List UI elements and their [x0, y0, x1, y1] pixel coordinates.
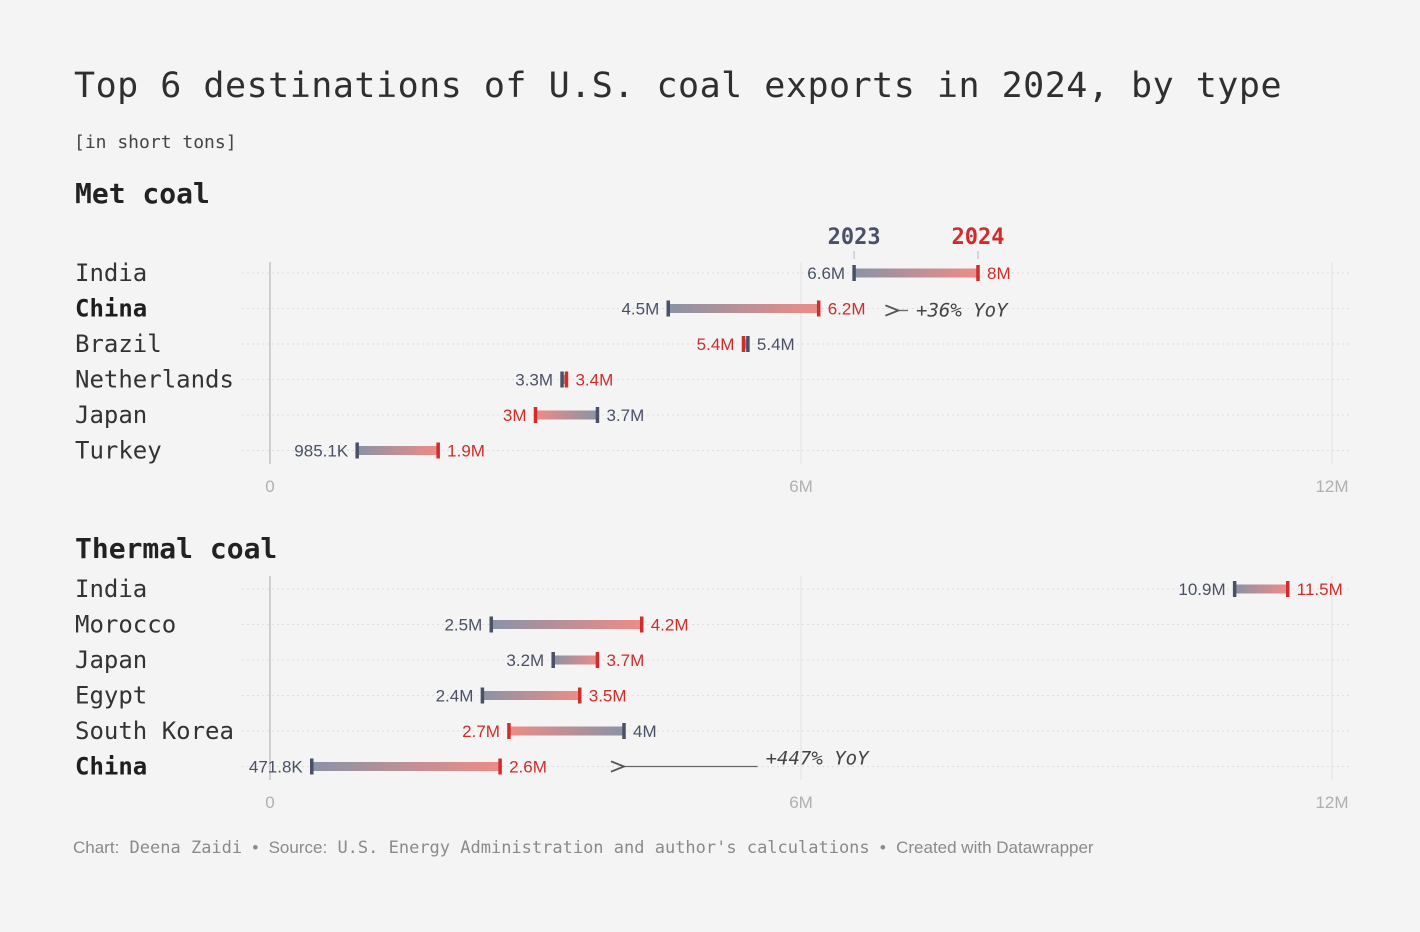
value-label-2024: 3.4M	[575, 371, 613, 390]
value-label-2024: 1.9M	[447, 442, 485, 461]
panel-title: Met coal	[75, 177, 210, 210]
marker-2023	[622, 723, 626, 739]
value-label-2024: 11.5M	[1297, 580, 1343, 599]
value-label-2024: 4.2M	[651, 616, 689, 635]
marker-2024	[533, 407, 538, 423]
value-label-2024: 2.6M	[509, 758, 547, 777]
row-label-netherlands: Netherlands	[75, 366, 234, 394]
row-label-egypt: Egypt	[75, 682, 147, 710]
range-bar	[357, 446, 439, 455]
row-label-turkey: Turkey	[75, 437, 162, 465]
footer-created-with: Created with Datawrapper	[896, 838, 1094, 857]
x-tick-label: 12M	[1315, 793, 1348, 812]
value-label-2024: 3.5M	[589, 687, 627, 706]
legend-year-label: 2024	[952, 225, 1005, 250]
row-label-china: China	[75, 295, 147, 323]
footer-separator: •	[879, 838, 886, 857]
marker-2024	[578, 687, 582, 704]
marker-2024	[976, 265, 980, 281]
marker-2023	[746, 336, 750, 352]
marker-2023	[595, 407, 600, 423]
value-label-2024: 3M	[503, 406, 527, 425]
marker-2024	[595, 652, 600, 668]
range-bar	[535, 410, 598, 420]
range-bar	[668, 304, 819, 313]
value-label-2023: 3.2M	[506, 651, 544, 670]
range-bar	[311, 762, 501, 771]
value-label-2024: 5.4M	[697, 335, 735, 354]
x-tick-label: 12M	[1315, 477, 1348, 496]
row-label-south-korea: South Korea	[75, 717, 234, 745]
range-bar	[508, 726, 624, 736]
row-label-brazil: Brazil	[75, 330, 162, 358]
annotation-text: +36% YoY	[916, 300, 1009, 322]
value-label-2024: 8M	[987, 264, 1011, 283]
marker-2024	[639, 616, 644, 633]
marker-2023	[666, 300, 670, 317]
marker-2024	[741, 336, 746, 352]
marker-2023	[1232, 581, 1237, 597]
marker-2024	[1286, 581, 1290, 597]
range-bar	[1234, 584, 1288, 594]
marker-2024	[816, 300, 821, 317]
row-label-japan: Japan	[75, 401, 147, 429]
marker-2023	[489, 616, 493, 633]
marker-2024	[564, 371, 569, 388]
x-tick-label: 6M	[789, 477, 813, 496]
value-label-2023: 4M	[633, 722, 657, 741]
marker-2023	[355, 442, 359, 459]
range-bar	[854, 268, 978, 278]
row-label-morocco: Morocco	[75, 611, 176, 639]
marker-2023	[310, 758, 314, 775]
chart-subtitle: [in short tons]	[74, 132, 237, 153]
value-label-2023: 2.5M	[444, 616, 482, 635]
range-bar	[553, 655, 598, 665]
annotation-text: +447% YoY	[766, 748, 871, 770]
x-tick-label: 0	[265, 793, 274, 812]
range-bar	[482, 691, 580, 700]
value-label-2024: 6.2M	[828, 300, 866, 319]
value-label-2023: 3.3M	[515, 371, 553, 390]
value-label-2023: 4.5M	[621, 300, 659, 319]
marker-2023	[551, 652, 555, 668]
row-label-india: India	[75, 259, 147, 287]
value-label-2023: 10.9M	[1178, 580, 1225, 599]
legend-year-label: 2023	[828, 225, 881, 250]
row-label-india: India	[75, 575, 147, 603]
marker-2024	[498, 758, 502, 775]
value-label-2023: 5.4M	[757, 335, 795, 354]
marker-2024	[507, 723, 511, 739]
row-label-japan: Japan	[75, 646, 147, 674]
value-label-2023: 2.4M	[436, 687, 474, 706]
footer-chart-author: Deena Zaidi	[129, 838, 243, 858]
row-label-china: China	[75, 753, 147, 781]
footer-source-text: U.S. Energy Administration and author's …	[337, 838, 870, 858]
footer-chart-prefix: Chart:	[73, 838, 120, 857]
marker-2023	[852, 265, 856, 281]
footer-separator: •	[252, 838, 259, 857]
marker-2023	[480, 687, 485, 704]
panel-title: Thermal coal	[75, 532, 277, 565]
value-label-2024: 3.7M	[606, 651, 644, 670]
footer-source-prefix: Source:	[268, 838, 328, 857]
value-label-2024: 2.7M	[462, 722, 500, 741]
chart-footer: Chart: Deena Zaidi • Source: U.S. Energy…	[73, 838, 1094, 858]
x-tick-label: 0	[265, 477, 274, 496]
marker-2024	[436, 442, 440, 459]
range-bar	[562, 375, 567, 384]
value-label-2023: 985.1K	[294, 442, 349, 461]
value-label-2023: 6.6M	[807, 264, 845, 283]
value-label-2023: 3.7M	[606, 406, 644, 425]
chart-title: Top 6 destinations of U.S. coal exports …	[74, 66, 1283, 106]
x-tick-label: 6M	[789, 793, 813, 812]
range-bar	[491, 620, 642, 629]
range-bar	[743, 339, 748, 349]
marker-2023	[560, 371, 564, 388]
value-label-2023: 471.8K	[249, 758, 304, 777]
